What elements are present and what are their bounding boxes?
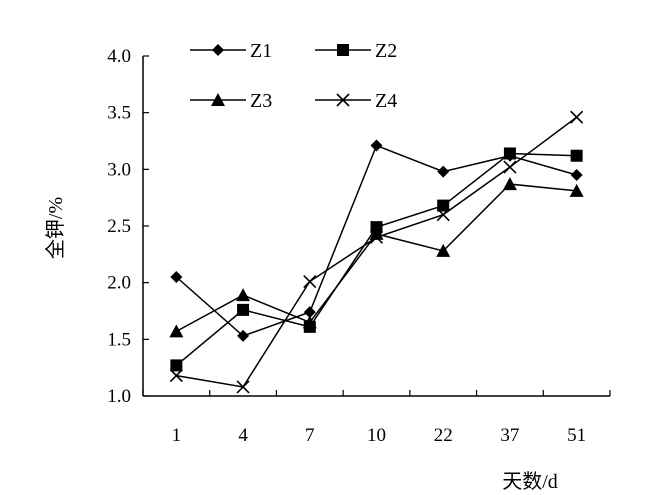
data-point-z4 xyxy=(570,110,584,124)
y-tick-label: 3.0 xyxy=(107,159,131,180)
legend-label: Z2 xyxy=(375,40,397,62)
legend-label: Z4 xyxy=(375,90,397,112)
data-point-z4 xyxy=(369,230,384,244)
x-ticks: 1 4 7 10 22 37 51 xyxy=(142,390,611,446)
legend-item-z1: Z1 xyxy=(186,38,306,62)
legend-marker xyxy=(336,93,350,107)
data-point-z1 xyxy=(170,271,183,283)
x-tick-label: 10 xyxy=(367,425,386,446)
legend-label: Z1 xyxy=(250,40,272,62)
data-point-z4 xyxy=(169,369,183,383)
series-z4 xyxy=(169,110,584,394)
series-line-z1 xyxy=(175,144,577,337)
data-point-z1 xyxy=(570,169,583,181)
y-axis-label: 全钾/% xyxy=(44,197,67,259)
data-point-z4 xyxy=(236,380,250,394)
legend-item-z3: Z3 xyxy=(186,88,306,112)
data-point-z2 xyxy=(503,147,516,160)
data-point-z4 xyxy=(503,160,517,174)
data-point-z2 xyxy=(237,303,250,316)
legend-marker xyxy=(211,93,225,106)
x-tick-label: 51 xyxy=(567,425,586,446)
series-z3 xyxy=(169,177,584,338)
x-marker-stroke xyxy=(169,369,183,383)
series-z1 xyxy=(170,139,583,342)
data-point-z2 xyxy=(570,149,583,162)
data-point-z3 xyxy=(169,324,184,338)
x-marker-stroke xyxy=(436,208,450,222)
x-marker-stroke xyxy=(336,93,350,107)
series-layer xyxy=(169,110,584,394)
data-point-z3 xyxy=(302,315,317,329)
legend-item-z2: Z2 xyxy=(311,38,431,62)
x-tick-label: 7 xyxy=(305,425,315,446)
data-point-z1 xyxy=(370,139,383,152)
data-point-z3 xyxy=(236,288,251,302)
x-axis-label: 天数/d xyxy=(502,470,558,493)
data-point-z3 xyxy=(569,183,584,197)
data-point-z3 xyxy=(436,243,451,257)
x-marker-stroke xyxy=(303,274,317,289)
legend: Z1 Z2 Z3 Z4 xyxy=(186,38,431,112)
data-point-z1 xyxy=(303,306,316,319)
legend-marker xyxy=(337,44,349,56)
data-point-z4 xyxy=(303,274,317,289)
y-tick-label: 1.0 xyxy=(107,386,131,407)
legend-marker xyxy=(212,44,224,56)
y-ticks: 1.0 1.5 2.0 2.5 3.0 3.5 4.0 xyxy=(107,46,149,407)
data-point-z2 xyxy=(170,359,183,372)
x-marker-stroke xyxy=(503,160,517,174)
series-z2 xyxy=(170,147,583,372)
x-tick-label: 22 xyxy=(434,425,453,446)
data-point-z1 xyxy=(237,329,250,342)
x-marker-stroke xyxy=(369,230,384,244)
x-tick-label: 37 xyxy=(500,425,519,446)
data-point-z1 xyxy=(437,165,450,178)
y-tick-label: 4.0 xyxy=(107,46,131,67)
x-tick-label: 1 xyxy=(172,425,182,446)
data-point-z3 xyxy=(502,177,517,191)
x-tick-label: 4 xyxy=(238,425,248,446)
y-tick-label: 1.5 xyxy=(107,329,131,350)
legend-item-z4: Z4 xyxy=(311,88,431,112)
legend-label: Z3 xyxy=(250,90,272,112)
data-point-z2 xyxy=(437,199,450,212)
series-line-z3 xyxy=(175,183,577,333)
y-tick-label: 2.5 xyxy=(107,216,131,237)
x-marker-stroke xyxy=(570,110,584,124)
y-tick-label: 3.5 xyxy=(107,103,131,124)
y-tick-label: 2.0 xyxy=(107,273,131,294)
data-point-z4 xyxy=(436,208,450,222)
x-marker-stroke xyxy=(236,380,250,394)
